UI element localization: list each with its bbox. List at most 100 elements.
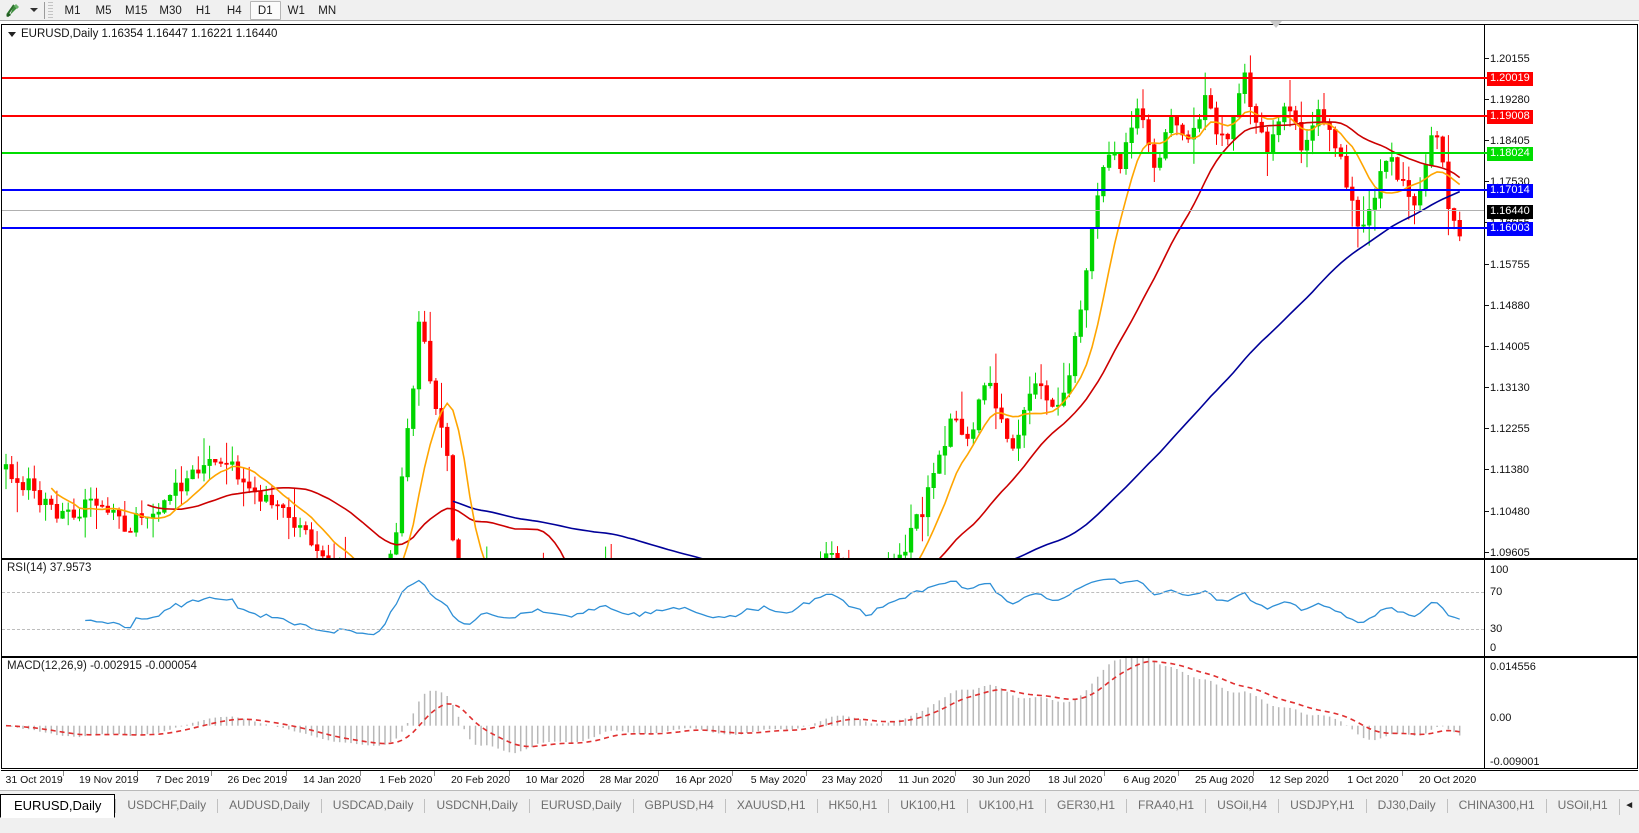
time-tick <box>434 771 436 776</box>
tab-divider <box>1126 799 1128 813</box>
tab-nav-controls[interactable]: ◄ ► <box>1618 795 1639 815</box>
timeframe-mn[interactable]: MN <box>318 4 337 17</box>
time-tick <box>880 771 882 776</box>
chart-tab-fra40-h1[interactable]: FRA40,H1 <box>1138 798 1195 812</box>
toolbar-grip[interactable] <box>44 1 53 19</box>
symbol-ohlc-text: EURUSD,Daily 1.16354 1.16447 1.16221 1.1… <box>21 28 278 40</box>
collapse-icon[interactable] <box>8 31 16 37</box>
resistance-2-line[interactable] <box>2 113 1495 119</box>
chart-tab-usoil-h1[interactable]: USOil,H1 <box>1557 798 1608 812</box>
price-tick: 1.15755 <box>1485 259 1530 271</box>
time-axis-label: 18 Jul 2020 <box>1048 774 1103 786</box>
time-axis-label: 31 Oct 2019 <box>5 774 63 786</box>
time-axis-label: 11 Jun 2020 <box>898 774 956 786</box>
price-tick: 1.14005 <box>1485 341 1530 353</box>
chart-tab-eurusd-daily[interactable]: EURUSD,Daily <box>0 794 116 818</box>
price-pane[interactable]: EURUSD,Daily 1.16354 1.16447 1.16221 1.1… <box>2 25 1637 558</box>
timeframe-d1[interactable]: D1 <box>249 0 281 20</box>
time-axis[interactable]: 31 Oct 2019 19 Nov 2019 7 Dec 2019 26 Dec 2… <box>1 770 1638 788</box>
timeframe-h1[interactable]: H1 <box>195 4 211 17</box>
macd-pane[interactable]: MACD(12,26,9) -0.002915 -0.000054 0.0145… <box>2 658 1637 768</box>
support-blue-2-badge: 1.16003 <box>1487 222 1533 236</box>
rsi-tick: 0 <box>1490 642 1497 654</box>
time-tick <box>955 771 957 776</box>
time-axis-label: 30 Jun 2020 <box>972 774 1031 786</box>
tab-divider <box>217 799 219 813</box>
tab-divider <box>1045 799 1046 813</box>
rsi-label: RSI(14) 37.9573 <box>7 562 92 574</box>
time-tick <box>732 771 734 776</box>
candlestick-series <box>3 55 1462 558</box>
price-tick: 1.20155 <box>1485 53 1530 65</box>
time-axis-label: 19 Nov 2019 <box>79 774 139 786</box>
chart-tab-uk100-h1[interactable]: UK100,H1 <box>978 798 1034 812</box>
support-green-line[interactable] <box>2 150 1495 156</box>
timeframe-m30[interactable]: M30 <box>159 4 182 17</box>
chart-tab-eurusd-daily[interactable]: EURUSD,Daily <box>540 798 622 812</box>
time-axis-label: 26 Dec 2019 <box>227 774 288 786</box>
chart-tab-audusd-daily[interactable]: AUDUSD,Daily <box>229 798 310 812</box>
time-tick <box>657 771 659 776</box>
macd-scale-divider <box>1484 658 1485 768</box>
timeframe-m5[interactable]: M5 <box>95 4 112 17</box>
chart-drag-marker <box>1270 21 1282 28</box>
pane-separator-macd[interactable] <box>2 656 1637 658</box>
chart-window[interactable]: EURUSD,Daily 1.16354 1.16447 1.16221 1.1… <box>1 24 1638 769</box>
rsi-scale-divider <box>1484 560 1485 656</box>
tab-divider <box>1365 799 1367 813</box>
tab-divider <box>115 799 117 813</box>
timeframe-m15[interactable]: M15 <box>125 4 148 17</box>
macd-label: MACD(12,26,9) -0.002915 -0.000054 <box>7 660 197 672</box>
price-tick: 1.14880 <box>1485 300 1530 312</box>
time-axis-label: 14 Jan 2020 <box>303 774 361 786</box>
macd-tick: 0.014556 <box>1490 661 1536 673</box>
cursor-dropdown-icon[interactable] <box>26 1 42 20</box>
support-blue-1-badge: 1.17014 <box>1487 184 1533 198</box>
support-blue-2-line[interactable] <box>2 225 1495 231</box>
chart-tab-xauusd-h1[interactable]: XAUUSD,H1 <box>736 798 806 812</box>
crosshair-cursor-icon[interactable] <box>0 1 26 20</box>
price-tick: 1.11380 <box>1485 464 1529 476</box>
tab-divider <box>528 799 530 813</box>
tab-divider <box>1278 799 1280 813</box>
macd-series <box>5 658 1461 754</box>
tab-divider <box>724 799 726 813</box>
chart-tab-usdchf-daily[interactable]: USDCHF,Daily <box>127 798 207 812</box>
rsi-level-70 <box>2 592 1484 593</box>
time-axis-label: 28 Mar 2020 <box>599 774 659 786</box>
chart-tab-usdcad-daily[interactable]: USDCAD,Daily <box>332 798 414 812</box>
chart-tab-gbpusd-h4[interactable]: GBPUSD,H4 <box>644 798 714 812</box>
main-toolbar: M1 M5 M15 M30 H1 H4 D1 W1 MN <box>0 0 1639 21</box>
timeframe-m1[interactable]: M1 <box>64 4 81 17</box>
time-axis-label: 20 Feb 2020 <box>450 774 510 786</box>
chart-tab-usoil-h4[interactable]: USOil,H4 <box>1217 798 1268 812</box>
chart-tab-bar[interactable]: EURUSD,Daily USDCHF,Daily AUDUSD,Daily USDC… <box>0 790 1639 833</box>
time-tick <box>1326 771 1328 776</box>
time-axis-label: 1 Feb 2020 <box>379 774 433 786</box>
timeframe-h4[interactable]: H4 <box>226 4 242 17</box>
time-tick <box>509 771 511 776</box>
rsi-pane[interactable]: RSI(14) 37.9573 100 70 30 0 <box>2 560 1637 656</box>
chevron-left-icon[interactable]: ◄ <box>1624 799 1635 811</box>
timeframe-w1[interactable]: W1 <box>287 4 305 17</box>
resistance-1-line[interactable] <box>2 75 1495 81</box>
rsi-series <box>85 578 1460 636</box>
pane-separator-rsi[interactable] <box>2 558 1637 560</box>
chart-tab-china300-h1[interactable]: CHINA300,H1 <box>1458 798 1535 812</box>
chart-tab-uk100-h1[interactable]: UK100,H1 <box>900 798 956 812</box>
time-tick <box>806 771 808 776</box>
current-price-badge: 1.16440 <box>1487 205 1533 219</box>
rsi-tick: 30 <box>1490 623 1503 635</box>
time-axis-label: 10 Mar 2020 <box>525 774 585 786</box>
time-tick <box>62 771 64 776</box>
chart-tab-usdcnh-daily[interactable]: USDCNH,Daily <box>436 798 518 812</box>
chart-tab-usdjpy-h1[interactable]: USDJPY,H1 <box>1290 798 1355 812</box>
chart-tab-dj30-daily[interactable]: DJ30,Daily <box>1377 798 1436 812</box>
support-blue-1-line[interactable] <box>2 187 1495 193</box>
time-tick <box>1401 771 1403 776</box>
chart-tab-ger30-h1[interactable]: GER30,H1 <box>1057 798 1116 812</box>
tab-divider <box>424 799 426 813</box>
tab-divider <box>888 799 890 813</box>
chart-tab-hk50-h1[interactable]: HK50,H1 <box>828 798 878 812</box>
resistance-2-badge: 1.19008 <box>1487 110 1533 124</box>
